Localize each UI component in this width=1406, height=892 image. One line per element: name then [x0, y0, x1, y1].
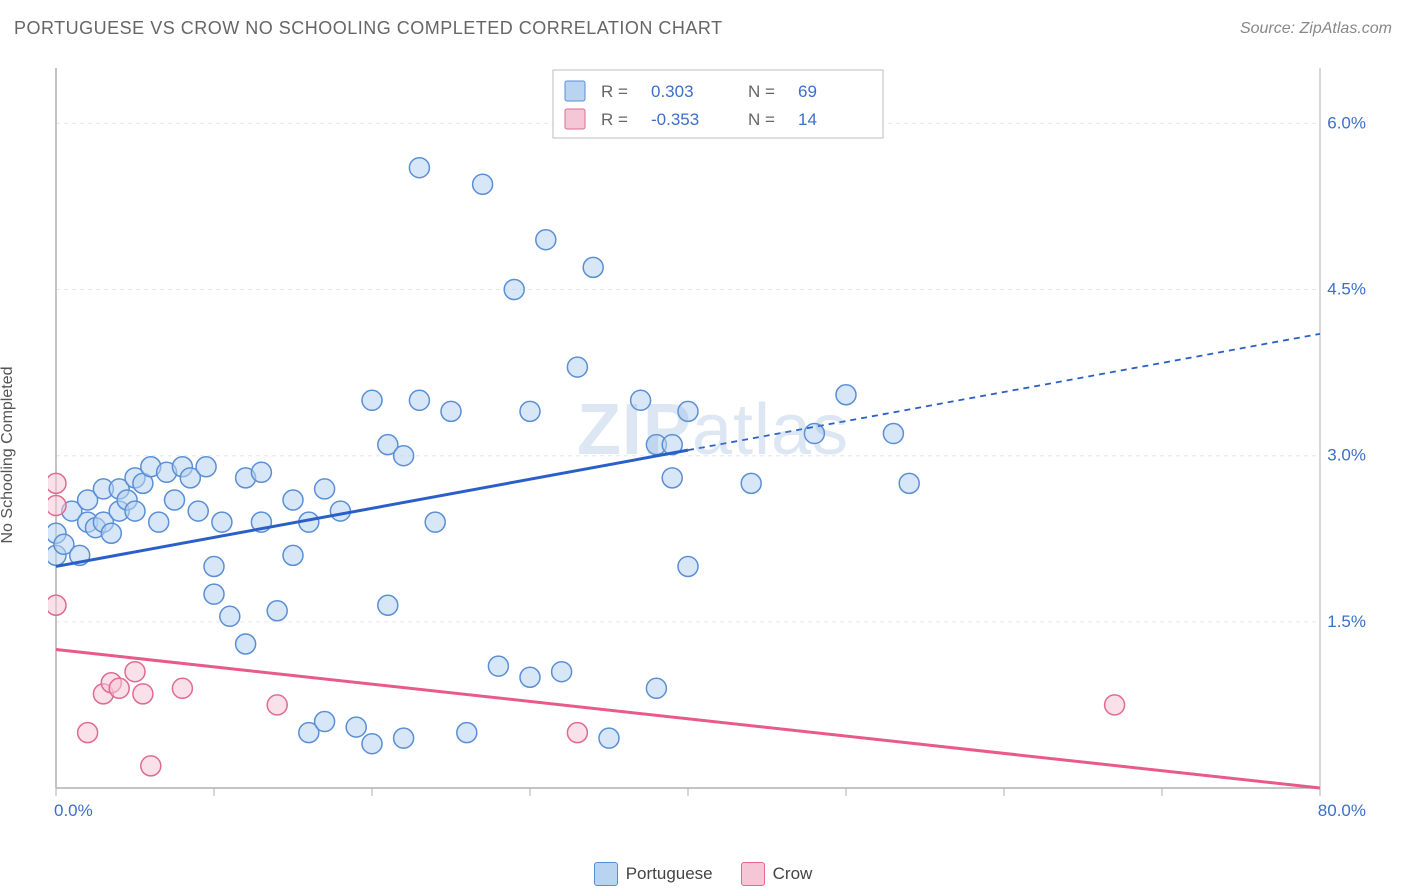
legend-swatch-icon	[594, 862, 618, 886]
legend-item-crow: Crow	[741, 862, 813, 886]
svg-text:80.0%: 80.0%	[1318, 801, 1366, 820]
svg-text:N =: N =	[748, 82, 775, 101]
svg-text:3.0%: 3.0%	[1327, 446, 1366, 465]
svg-text:69: 69	[798, 82, 817, 101]
svg-text:R =: R =	[601, 82, 628, 101]
svg-text:1.5%: 1.5%	[1327, 612, 1366, 631]
svg-text:-0.353: -0.353	[651, 110, 699, 129]
svg-text:N =: N =	[748, 110, 775, 129]
correlation-scatter-chart: 1.5% 3.0% 4.5% 6.0% 0.0% 80.0% R = 0.303 N = 69 R …	[48, 60, 1378, 830]
svg-text:6.0%: 6.0%	[1327, 113, 1366, 132]
page-title: PORTUGUESE VS CROW NO SCHOOLING COMPLETE…	[14, 18, 723, 39]
legend-swatch-icon	[741, 862, 765, 886]
legend-label: Portuguese	[626, 864, 713, 884]
svg-text:4.5%: 4.5%	[1327, 280, 1366, 299]
series-legend: Portuguese Crow	[0, 862, 1406, 886]
legend-item-portuguese: Portuguese	[594, 862, 713, 886]
svg-text:0.303: 0.303	[651, 82, 694, 101]
svg-text:14: 14	[798, 110, 817, 129]
y-axis-label: No Schooling Completed	[0, 367, 17, 544]
source-attribution: Source: ZipAtlas.com	[1240, 20, 1392, 38]
svg-text:0.0%: 0.0%	[54, 801, 93, 820]
svg-text:R =: R =	[601, 110, 628, 129]
legend-label: Crow	[773, 864, 813, 884]
